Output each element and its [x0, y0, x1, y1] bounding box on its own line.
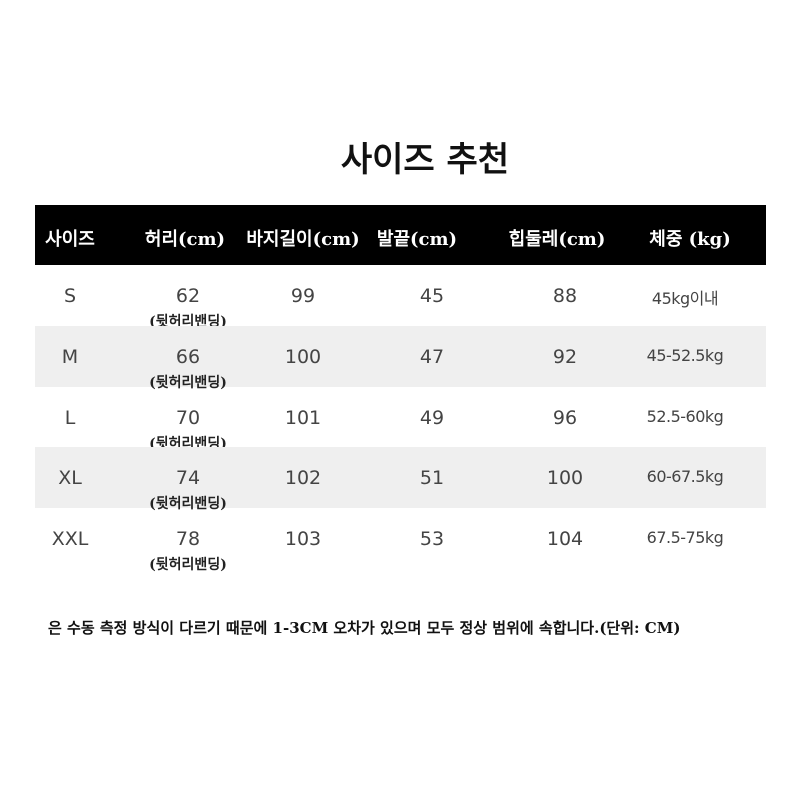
- table-row: L 70 101 49 96 52.5-60kg (뒷허리밴딩): [35, 387, 766, 452]
- header-size: 사이즈: [45, 229, 95, 250]
- waist-note: (뒷허리밴딩): [149, 557, 227, 573]
- length-cell: 101: [284, 407, 322, 429]
- size-cell: XL: [58, 467, 82, 489]
- header-hem: 발끝(cm): [376, 229, 458, 250]
- hip-cell: 92: [552, 346, 578, 368]
- header-hip: 힙둘레(cm): [508, 229, 606, 250]
- waist-cell: 66: [175, 346, 201, 368]
- header-waist: 허리(cm): [144, 229, 226, 250]
- hem-cell: 49: [419, 407, 445, 429]
- weight-cell: 45kg이내: [651, 289, 719, 308]
- header-length: 바지길이(cm): [246, 229, 360, 250]
- weight-cell: 45-52.5kg: [646, 346, 724, 365]
- waist-cell: 78: [175, 528, 201, 550]
- table-row: XL 74 102 51 100 60-67.5kg (뒷허리밴딩): [35, 447, 766, 512]
- table-row: XXL 78 103 53 104 67.5-75kg (뒷허리밴딩): [35, 508, 766, 573]
- waist-note: (뒷허리밴딩): [149, 375, 227, 391]
- size-cell: S: [63, 285, 77, 307]
- hem-cell: 51: [419, 467, 445, 489]
- header-weight: 체중 (kg): [649, 229, 731, 250]
- length-cell: 103: [284, 528, 322, 550]
- hem-cell: 53: [419, 528, 445, 550]
- waist-cell: 74: [175, 467, 201, 489]
- weight-cell: 52.5-60kg: [646, 407, 724, 426]
- waist-note: (뒷허리밴딩): [149, 496, 227, 512]
- waist-cell: 70: [175, 407, 201, 429]
- length-cell: 100: [284, 346, 322, 368]
- weight-cell: 67.5-75kg: [646, 528, 724, 547]
- length-cell: 102: [284, 467, 322, 489]
- size-cell: XXL: [51, 528, 89, 550]
- footer-note: 은 수동 측정 방식이 다르기 때문에 1-3CM 오차가 있으며 모두 정상 …: [48, 619, 681, 637]
- hip-cell: 104: [546, 528, 584, 550]
- hip-cell: 100: [546, 467, 584, 489]
- length-cell: 99: [290, 285, 316, 307]
- hem-cell: 47: [419, 346, 445, 368]
- table-row: S 62 99 45 88 45kg이내 (뒷허리밴딩): [35, 265, 766, 330]
- page-title: 사이즈 추천: [340, 140, 510, 180]
- size-cell: L: [64, 407, 76, 429]
- table-header: 사이즈 허리(cm) 바지길이(cm) 발끝(cm) 힙둘레(cm) 체중 (k…: [35, 205, 766, 265]
- hem-cell: 45: [419, 285, 445, 307]
- weight-cell: 60-67.5kg: [646, 467, 724, 486]
- size-cell: M: [61, 346, 79, 368]
- hip-cell: 96: [552, 407, 578, 429]
- table-row: M 66 100 47 92 45-52.5kg (뒷허리밴딩): [35, 326, 766, 391]
- waist-cell: 62: [175, 285, 201, 307]
- hip-cell: 88: [552, 285, 578, 307]
